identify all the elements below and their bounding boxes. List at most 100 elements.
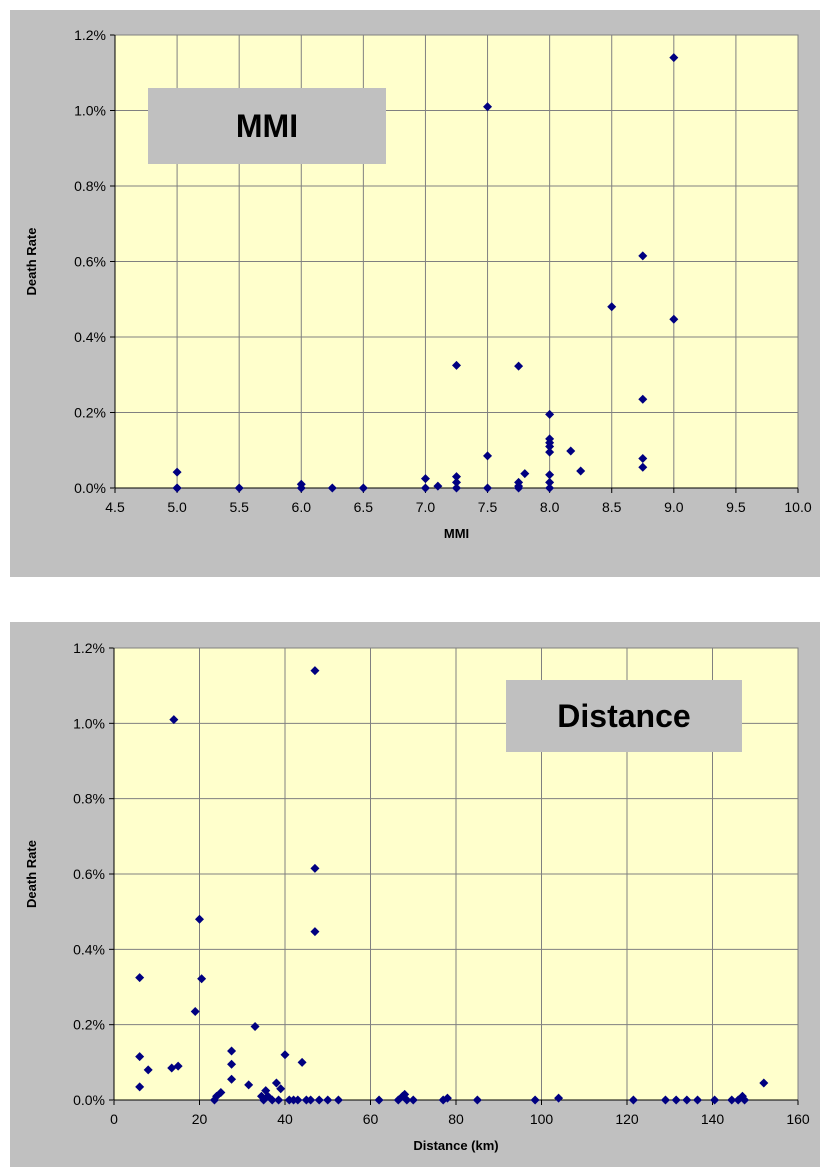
mmi-chart: 4.5 5.0 5.5 6.0 6.5 7.0 7.5 8.0 8.5 9.0 9.5 10.0 0.0… [10, 10, 820, 577]
y-tick-label: 0.8% [73, 791, 105, 807]
x-tick-label: 140 [701, 1111, 725, 1127]
data-point [327, 483, 337, 493]
annotation-box [506, 680, 742, 752]
data-point [261, 1086, 271, 1096]
x-tick-label: 5.5 [229, 499, 249, 515]
data-point [472, 1095, 482, 1105]
annotation-label: Distance [557, 698, 690, 734]
x-tick-label: 6.5 [354, 499, 374, 515]
data-point [483, 483, 493, 493]
data-point [256, 1091, 266, 1101]
data-point [727, 1095, 737, 1105]
data-point [566, 446, 576, 456]
data-point [216, 1087, 226, 1097]
data-point [607, 302, 617, 312]
data-point [545, 447, 555, 457]
data-point [244, 1080, 254, 1090]
y-tick-label: 0.0% [74, 480, 106, 496]
data-point [669, 314, 679, 324]
data-point [693, 1095, 703, 1105]
data-point [483, 451, 493, 461]
x-tick-label: 8.0 [540, 499, 560, 515]
data-point [530, 1095, 540, 1105]
data-point [671, 1095, 681, 1105]
data-point [250, 1022, 260, 1032]
data-point [660, 1095, 670, 1105]
data-point [143, 1065, 153, 1075]
x-tick-label: 40 [277, 1111, 293, 1127]
data-point [197, 974, 207, 984]
x-tick-label: 7.0 [416, 499, 436, 515]
data-point [638, 251, 648, 261]
x-tick-label: 100 [530, 1111, 554, 1127]
data-point [271, 1078, 281, 1088]
data-point [358, 483, 368, 493]
data-point [173, 1061, 183, 1071]
data-point [420, 474, 430, 484]
data-point [520, 469, 530, 479]
y-tick-label: 0.2% [74, 405, 106, 421]
data-point [737, 1091, 747, 1101]
x-tick-label: 8.5 [602, 499, 622, 515]
x-tick-label: 60 [363, 1111, 379, 1127]
data-point [227, 1074, 237, 1084]
data-point [638, 454, 648, 464]
data-point [296, 483, 306, 493]
data-point [420, 483, 430, 493]
distance-chart-svg: 0 20 40 60 80 100 120 140 160 0.0% 0.2% 0.4% 0.6% 0.8… [24, 640, 810, 1153]
data-point [267, 1095, 277, 1105]
x-tick-label: 9.5 [726, 499, 746, 515]
data-point [452, 472, 461, 482]
data-point [274, 1095, 284, 1105]
data-point [310, 863, 320, 873]
y-tick-label: 1.2% [73, 640, 105, 656]
data-point [227, 1046, 237, 1056]
data-point [638, 462, 648, 472]
data-point [314, 1095, 324, 1105]
x-tick-label: 80 [448, 1111, 464, 1127]
data-point [172, 483, 182, 493]
data-point [172, 467, 182, 477]
data-point [514, 361, 524, 371]
data-point [545, 483, 555, 493]
y-axis-title: Death Rate [24, 840, 39, 908]
y-tick-label: 0.4% [73, 941, 105, 957]
x-tick-label: 9.0 [664, 499, 684, 515]
data-point [310, 666, 320, 676]
data-point [135, 1082, 145, 1092]
y-tick-label: 1.0% [73, 715, 105, 731]
y-tick-label: 0.8% [74, 178, 106, 194]
data-point [167, 1063, 177, 1073]
data-point [227, 1059, 237, 1069]
y-tick-label: 1.0% [74, 103, 106, 119]
data-point [483, 102, 493, 112]
data-point [408, 1095, 418, 1105]
x-tick-label: 6.0 [292, 499, 312, 515]
data-point [545, 409, 555, 419]
data-point [638, 394, 648, 404]
y-tick-label: 1.2% [74, 27, 106, 43]
x-tick-label: 120 [615, 1111, 639, 1127]
data-point [669, 53, 679, 63]
data-point [297, 1057, 307, 1067]
data-point [195, 914, 204, 924]
data-point [545, 470, 555, 480]
data-point [452, 477, 461, 487]
x-tick-label: 4.5 [105, 499, 125, 515]
data-point [190, 1006, 200, 1016]
data-point [280, 1050, 290, 1060]
data-point [306, 1095, 316, 1105]
y-tick-label: 0.6% [74, 254, 106, 270]
data-point [276, 1084, 286, 1094]
data-point [554, 1093, 564, 1103]
data-point [234, 483, 244, 493]
x-tick-label: 20 [192, 1111, 208, 1127]
y-axis-title: Death Rate [24, 228, 39, 296]
data-point [628, 1095, 638, 1105]
data-point [169, 715, 179, 725]
data-point [452, 483, 461, 493]
mmi-chart-svg: 4.5 5.0 5.5 6.0 6.5 7.0 7.5 8.0 8.5 9.0 9.5 10.0 0.0… [24, 27, 812, 541]
x-tick-label: 7.5 [478, 499, 498, 515]
annotation-label: MMI [236, 108, 298, 144]
data-point [293, 1095, 303, 1105]
